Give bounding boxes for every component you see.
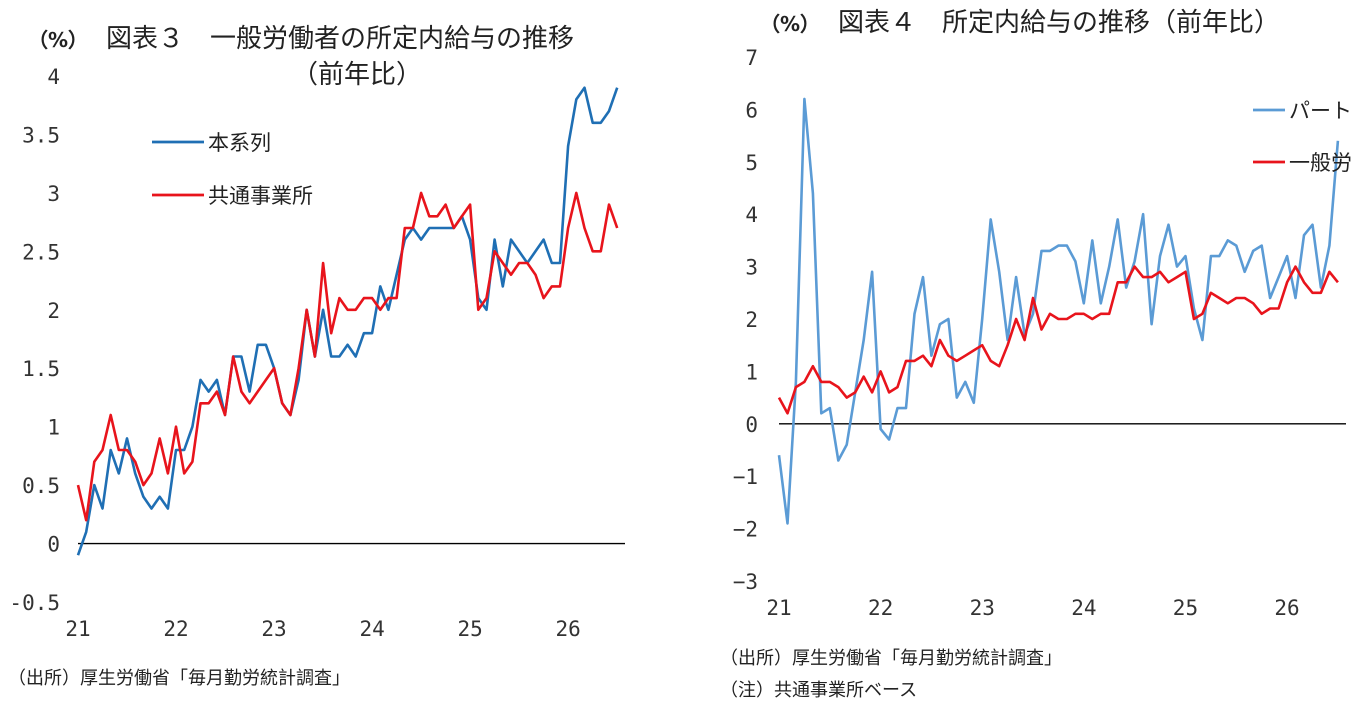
chart-panel-right: （%） 図表４ 所定内給与の推移（前年比） 7 6 5 4 3 2 1 0 −1 −2 −3 21 22 2… (676, 0, 1352, 701)
series-line-0 (777, 97, 1340, 525)
chart-panel-left: （%） 図表３ 一般労働者の所定内給与の推移 （前年比） 4 3.5 3 2.5 2 1.5… (0, 0, 676, 701)
chart-svg-left: 4 3.5 3 2.5 2 1.5 1 0.5 0 -0.521 22 23 24 25 26 本系列共通事業… (9, 65, 625, 641)
legend-label: 共通事業所 (208, 184, 313, 208)
y-tick-label: 4 (745, 203, 758, 227)
y-tick-label: 1 (47, 416, 60, 440)
y-tick-label: 2.5 (22, 240, 60, 264)
y-tick-label: 4 (47, 65, 60, 89)
source-note-left: （出所）厚生労働省「毎月勤労統計調査」 (8, 668, 350, 689)
x-tick-label: 22 (868, 596, 893, 620)
y-tick-label: 7 (745, 46, 758, 70)
source-note-right: （出所）厚生労働省「毎月勤労統計調査」 (720, 648, 1062, 669)
chart-subtitle-left: （前年比） (292, 60, 423, 90)
legend-label: パート労働者 (1289, 99, 1352, 123)
y-tick-label: 3.5 (22, 123, 60, 147)
y-tick-label: −1 (733, 465, 758, 489)
footnote-right: （注）共通事業所ベース (720, 680, 918, 701)
chart-title-text: 図表４ 所定内給与の推移（前年比） (838, 8, 1281, 38)
x-tick-label: 26 (1274, 596, 1299, 620)
y-tick-label: 0 (745, 413, 758, 437)
y-tick-label: -0.5 (9, 591, 60, 615)
y-tick-label: −2 (733, 518, 758, 542)
chart-title-right: （%） 図表４ 所定内給与の推移（前年比） (760, 8, 1280, 39)
legend-label: 一般労働者 (1289, 151, 1352, 175)
x-tick-label: 23 (970, 596, 995, 620)
y-tick-label: −3 (733, 570, 758, 594)
x-tick-label: 25 (1173, 596, 1198, 620)
x-tick-label: 24 (359, 617, 384, 641)
series-line-0 (76, 86, 619, 556)
y-tick-label: 1 (745, 360, 758, 384)
series-line-1 (76, 191, 619, 522)
x-tick-label: 21 (65, 617, 90, 641)
legend-label: 本系列 (208, 131, 271, 155)
y-tick-label: 6 (745, 98, 758, 122)
y-tick-label: 3 (745, 256, 758, 280)
y-tick-label: 0.5 (22, 474, 60, 498)
unit-label: （%） (760, 12, 821, 36)
x-tick-label: 26 (555, 617, 580, 641)
unit-label: （%） (28, 28, 89, 52)
x-tick-label: 21 (766, 596, 791, 620)
x-tick-label: 23 (261, 617, 286, 641)
x-tick-label: 24 (1071, 596, 1096, 620)
x-tick-label: 22 (163, 617, 188, 641)
y-tick-label: 2 (47, 299, 60, 323)
y-tick-label: 3 (47, 182, 60, 206)
y-tick-label: 1.5 (22, 357, 60, 381)
y-tick-label: 0 (47, 533, 60, 557)
y-tick-label: 5 (745, 151, 758, 175)
x-tick-label: 25 (457, 617, 482, 641)
series-line-1 (777, 265, 1339, 415)
chart-title-text: 図表３ 一般労働者の所定内給与の推移 (106, 24, 575, 54)
chart-title-left: （%） 図表３ 一般労働者の所定内給与の推移 (28, 24, 574, 55)
y-tick-label: 2 (745, 308, 758, 332)
